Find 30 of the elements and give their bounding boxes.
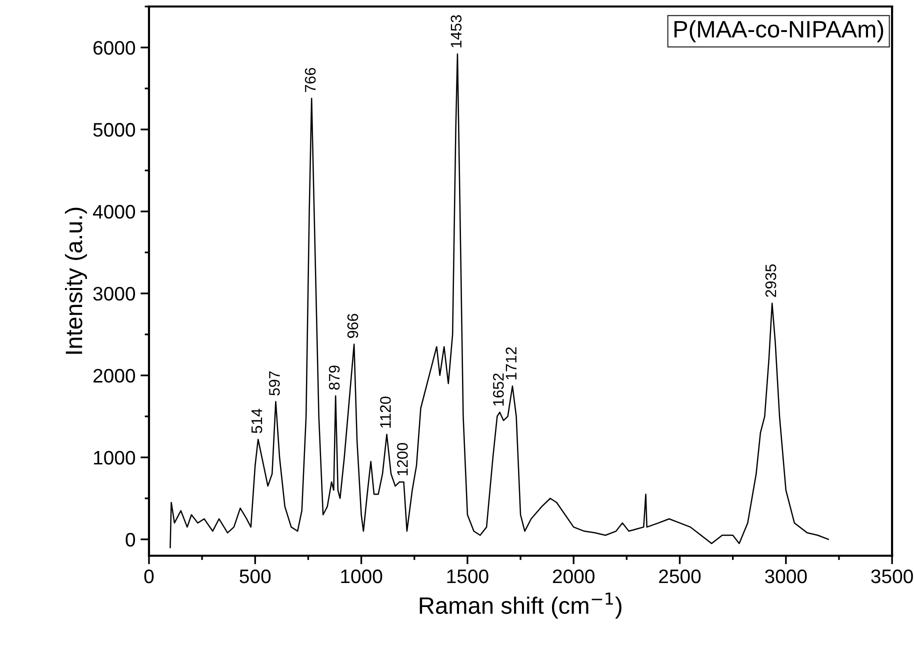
y-tick-label: 1000 xyxy=(94,450,136,465)
x-tick-label: 1500 xyxy=(447,569,488,584)
annotation: 1200 xyxy=(397,443,408,476)
annotation: 2935 xyxy=(765,264,776,297)
y-tick-label: 3000 xyxy=(93,286,136,301)
annotation: 966 xyxy=(347,314,358,338)
annotation: 597 xyxy=(269,371,280,396)
y-tick-label: 4000 xyxy=(92,204,136,219)
annotation: P(MAA-co-NIPAAm) xyxy=(674,20,884,42)
x-tick-label: 500 xyxy=(240,569,271,584)
annotation: 514 xyxy=(252,408,262,434)
annotation: 1712 xyxy=(506,347,516,380)
x-tick-label: 2500 xyxy=(659,569,701,584)
y-tick-label: 6000 xyxy=(94,40,136,55)
x-tick-label: 3000 xyxy=(765,569,807,584)
annotation: 1120 xyxy=(380,396,391,428)
y-tick-label: 2000 xyxy=(94,368,136,383)
line-series xyxy=(170,53,829,548)
annotation: 879 xyxy=(328,366,340,390)
x-tick-label: 3500 xyxy=(871,569,913,584)
y-tick-label: 5000 xyxy=(93,122,136,137)
annotation: 766 xyxy=(304,68,316,92)
y-tick-label: 0 xyxy=(126,532,136,547)
x-axis-title: Raman shift (cm$^{−1}$) xyxy=(420,592,622,619)
y-axis-title: Intensity (a.u.) xyxy=(64,208,87,354)
x-tick-label: 2000 xyxy=(552,569,594,584)
annotation: 1453 xyxy=(450,15,462,48)
x-tick-label: 0 xyxy=(144,569,154,584)
annotation: 1652 xyxy=(493,374,504,406)
x-tick-label: 1000 xyxy=(341,569,382,584)
